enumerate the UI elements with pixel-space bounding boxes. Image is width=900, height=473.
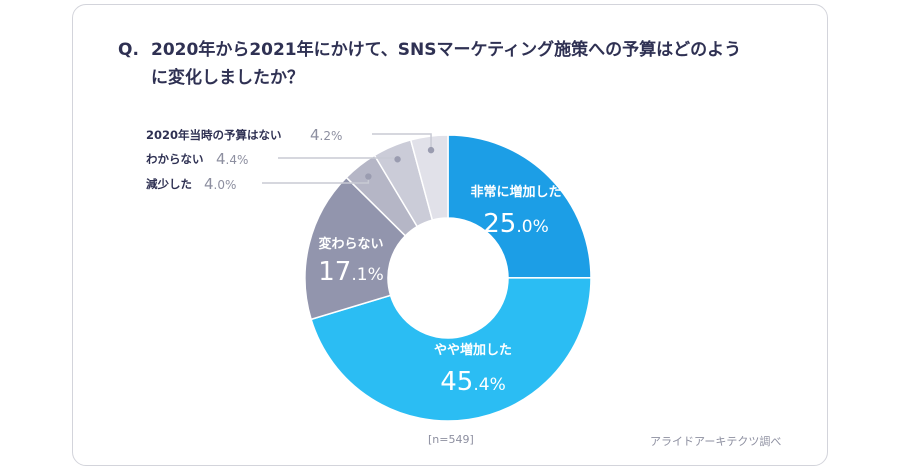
slice-5-leader-dot xyxy=(394,156,401,163)
source-note: アライドアーキテクツ調べ xyxy=(650,435,782,448)
slice-2-arc xyxy=(310,277,592,422)
question-text: 2020年から2021年にかけて、SNSマーケティング施策への予算はどのように変… xyxy=(151,40,742,88)
donut-slices xyxy=(304,134,592,422)
slice-1-value-label: 25.0% xyxy=(483,209,548,239)
slice-6-leader-line xyxy=(372,133,432,151)
slice-3-value-label: 17.1% xyxy=(318,257,383,287)
question-title: Q. 2020年から2021年にかけて、SNSマーケティング施策への予算はどのよ… xyxy=(118,36,758,92)
slice-3-name-label: 変わらない xyxy=(318,236,383,252)
slice-5-value-label: 4.4% xyxy=(216,150,248,168)
slice-6-arc xyxy=(409,134,449,221)
slice-2-value-label: 45.4% xyxy=(440,367,505,397)
slice-5-name-label: わからない xyxy=(146,152,204,166)
slice-4-leader-dot xyxy=(365,173,372,180)
sample-size: [n=549] xyxy=(428,433,474,446)
slice-1-name-label: 非常に増加した xyxy=(470,184,561,200)
slice-4-value-label: 4.0% xyxy=(204,175,236,193)
slice-6-name-label: 2020年当時の予算はない xyxy=(146,128,282,142)
slice-3-arc xyxy=(304,176,407,321)
slice-2-name-label: やや増加した xyxy=(434,342,512,358)
question-prefix: Q. xyxy=(118,40,139,60)
donut-labels: 非常に増加した 25.0% やや増加した 45.4% 変わらない 17.1% 減少した 4.0… xyxy=(146,126,562,397)
slice-1-arc xyxy=(447,134,592,279)
slice-6-leader-dot xyxy=(427,146,435,154)
slice-4-name-label: 減少した xyxy=(146,177,192,191)
slice-6-value-label: 4.2% xyxy=(310,126,342,144)
